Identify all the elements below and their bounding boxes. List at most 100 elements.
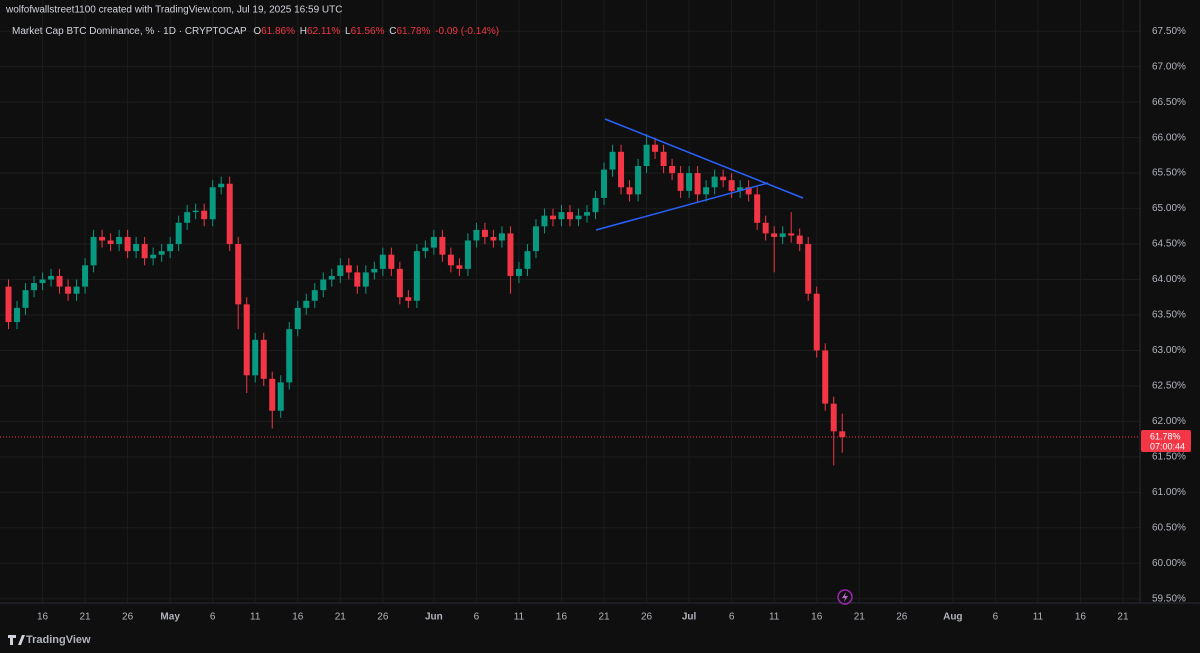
x-tick-label: 11 bbox=[769, 612, 780, 623]
candle-body bbox=[167, 244, 174, 252]
y-tick-label: 65.00% bbox=[1152, 203, 1186, 214]
candle-body bbox=[779, 233, 786, 237]
candle-body bbox=[260, 339, 267, 379]
y-tick-label: 61.50% bbox=[1152, 452, 1186, 463]
candle-body bbox=[805, 244, 812, 294]
candle-body bbox=[652, 144, 659, 152]
legend-c: C bbox=[389, 26, 396, 37]
candle-body bbox=[558, 212, 565, 220]
candle-body bbox=[456, 265, 463, 269]
candle-body bbox=[362, 272, 369, 287]
price-tag-countdown: 07:00:44 bbox=[1150, 441, 1185, 451]
candle-body bbox=[405, 297, 412, 301]
candle-body bbox=[643, 144, 650, 167]
x-tick-label: 16 bbox=[37, 612, 49, 623]
x-tick-label: 11 bbox=[1033, 612, 1044, 623]
candle-body bbox=[839, 431, 846, 437]
x-tick-label: 21 bbox=[598, 612, 610, 623]
x-tick-label: 26 bbox=[896, 612, 908, 623]
candle-body bbox=[192, 210, 199, 213]
y-tick-label: 60.00% bbox=[1152, 558, 1186, 569]
candle-body bbox=[184, 212, 191, 223]
x-tick-label: May bbox=[160, 612, 180, 623]
candle-body bbox=[677, 173, 684, 191]
candle-body bbox=[354, 272, 361, 287]
candle-body bbox=[311, 290, 318, 301]
candle-body bbox=[507, 233, 514, 276]
candle-body bbox=[218, 183, 225, 188]
candle-body bbox=[720, 176, 727, 181]
candle-body bbox=[822, 350, 829, 404]
candle-body bbox=[473, 229, 480, 241]
candle-body bbox=[14, 307, 21, 323]
candle-body bbox=[201, 210, 208, 220]
candle-body bbox=[686, 173, 693, 191]
candle-body bbox=[48, 275, 55, 280]
candle-body bbox=[150, 254, 157, 259]
candle-body bbox=[430, 236, 437, 248]
candle-body bbox=[490, 236, 497, 241]
legend-h: H bbox=[300, 26, 307, 37]
trendline-upper bbox=[604, 118, 804, 199]
x-tick-label: 16 bbox=[556, 612, 568, 623]
candle-body bbox=[396, 268, 403, 298]
candle-body bbox=[345, 265, 352, 273]
brand-name: TradingView bbox=[26, 634, 91, 646]
candle-body bbox=[252, 339, 259, 376]
candle-body bbox=[277, 382, 284, 411]
x-tick-label: 16 bbox=[811, 612, 823, 623]
x-tick-label: 6 bbox=[729, 612, 735, 623]
x-tick-label: 16 bbox=[1075, 612, 1087, 623]
candle-body bbox=[498, 233, 505, 241]
candle-body bbox=[524, 251, 531, 269]
candle-body bbox=[584, 212, 591, 216]
x-tick-label: 26 bbox=[122, 612, 134, 623]
x-tick-label: 26 bbox=[377, 612, 389, 623]
candle-body bbox=[567, 212, 573, 220]
candle-body bbox=[337, 265, 344, 276]
legend-symbol: Market Cap BTC Dominance, % · 1D · CRYPT… bbox=[12, 26, 247, 37]
candle-body bbox=[388, 254, 395, 269]
candle-body bbox=[737, 187, 744, 191]
x-tick-label: Aug bbox=[943, 612, 962, 623]
candle-body bbox=[439, 236, 446, 255]
candle-body bbox=[328, 275, 335, 280]
candle-body bbox=[133, 244, 140, 252]
candle-body bbox=[771, 233, 778, 237]
candle-body bbox=[626, 187, 633, 195]
candle-body bbox=[592, 197, 599, 213]
candle-body bbox=[269, 378, 276, 411]
candle-body bbox=[481, 229, 488, 237]
x-tick-label: 21 bbox=[80, 612, 92, 623]
x-tick-label: Jun bbox=[425, 612, 443, 623]
x-tick-label: 6 bbox=[474, 612, 480, 623]
event-icon[interactable] bbox=[837, 589, 853, 605]
legend: Market Cap BTC Dominance, % · 1D · CRYPT… bbox=[12, 26, 499, 37]
legend-change: -0.09 (-0.14%) bbox=[435, 26, 499, 37]
candle-body bbox=[90, 236, 97, 266]
legend-l-value: 61.56% bbox=[351, 26, 385, 37]
candle-body bbox=[209, 187, 216, 220]
candle-body bbox=[669, 166, 676, 174]
candle-body bbox=[82, 265, 89, 287]
candle-body bbox=[413, 251, 420, 301]
candle-body bbox=[22, 290, 29, 308]
candle-body bbox=[754, 194, 761, 223]
candle-body bbox=[243, 304, 250, 376]
candle-body bbox=[788, 233, 795, 236]
candle-body bbox=[694, 173, 701, 195]
legend-l: L bbox=[345, 26, 351, 37]
candle-body bbox=[745, 187, 752, 195]
x-tick-label: Jul bbox=[682, 612, 697, 623]
event-icon-bolt bbox=[842, 592, 848, 602]
candle-body bbox=[541, 215, 548, 227]
candle-body bbox=[99, 236, 106, 241]
candle-body bbox=[56, 275, 63, 287]
candle-body bbox=[303, 300, 310, 308]
x-tick-label: 6 bbox=[210, 612, 216, 623]
candle-body bbox=[124, 236, 131, 252]
trendline-lower bbox=[595, 182, 769, 231]
legend-o: O bbox=[253, 26, 261, 37]
y-tick-label: 66.00% bbox=[1152, 132, 1186, 143]
